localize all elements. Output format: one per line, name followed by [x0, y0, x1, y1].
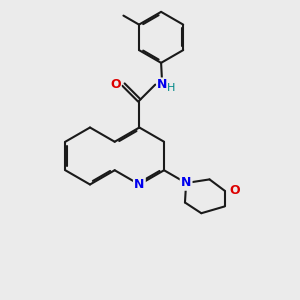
Text: H: H [167, 82, 175, 93]
Text: N: N [134, 178, 145, 191]
Text: O: O [110, 78, 121, 91]
Text: N: N [181, 176, 191, 190]
Text: O: O [229, 184, 240, 197]
Text: N: N [157, 78, 167, 91]
